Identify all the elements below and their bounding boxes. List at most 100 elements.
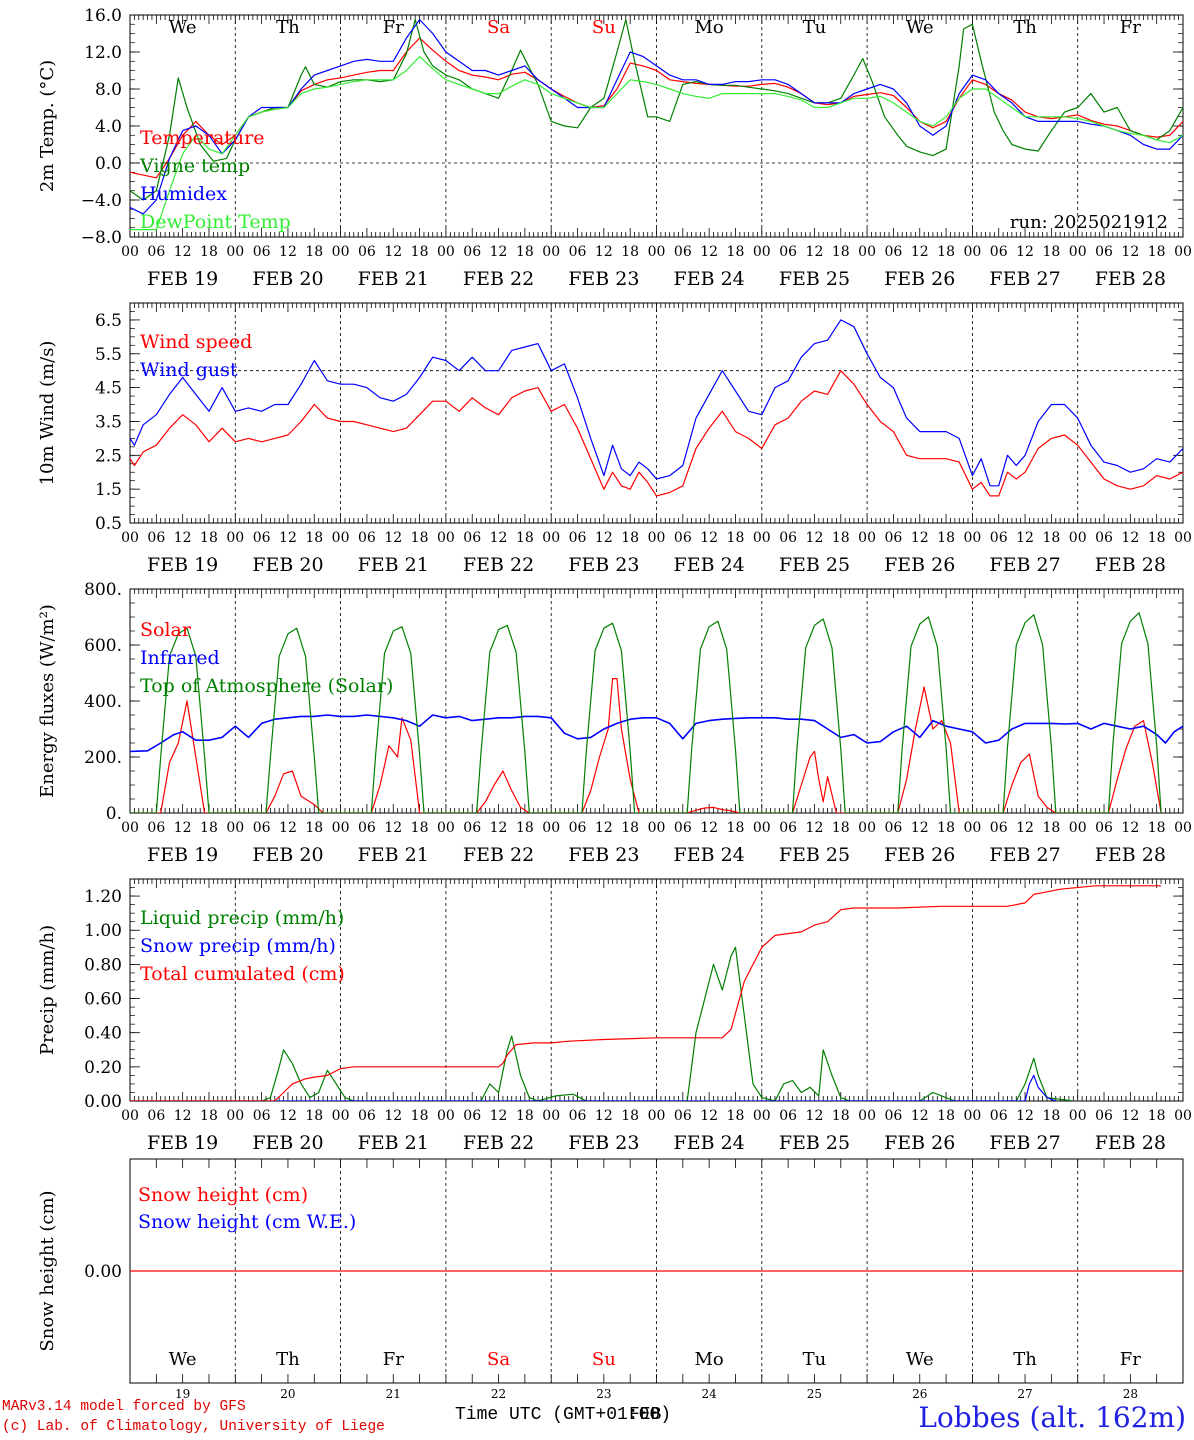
hour-tick-label: 06 (463, 530, 481, 546)
hour-tick-label: 18 (621, 530, 639, 546)
hour-tick-label: 00 (226, 244, 244, 260)
hour-tick-label: 06 (1095, 530, 1113, 546)
y-tick-label: 0.0 (95, 154, 122, 174)
hour-tick-label: 12 (806, 244, 824, 260)
hour-tick-label: 06 (779, 530, 797, 546)
panel-5: 0.00 Snow height (cm) Snow height (cm) Snow… (37, 1158, 1184, 1401)
hour-tick-label: 12 (490, 530, 508, 546)
y-tick-label: −4.0 (81, 191, 122, 211)
hour-tick-label: 06 (463, 244, 481, 260)
hour-tick-label: 00 (753, 530, 771, 546)
hour-tick-label: 06 (253, 820, 271, 836)
date-label: FEB 20 (252, 554, 323, 576)
hour-tick-label: 12 (911, 1108, 929, 1124)
hour-tick-label: 12 (806, 1108, 824, 1124)
series-line-vigne-temp (130, 19, 1183, 201)
y-tick-label: 600. (84, 636, 122, 656)
date-label: FEB 24 (674, 268, 745, 290)
y-tick-label: 0.80 (84, 955, 122, 975)
date-label: FEB 25 (779, 554, 850, 576)
hour-tick-label: 06 (358, 244, 376, 260)
hour-tick-label: 18 (200, 530, 218, 546)
day-abbr-label: Th (1013, 1349, 1037, 1370)
hour-tick-label: 06 (463, 820, 481, 836)
hour-tick-label: 12 (174, 244, 192, 260)
series-line-total-cumulated-cm- (130, 885, 1162, 1101)
hour-tick-label: 00 (753, 244, 771, 260)
hour-tick-label: 00 (332, 530, 350, 546)
hour-tick-label: 06 (990, 1108, 1008, 1124)
y-tick-label: 5.5 (95, 345, 122, 365)
hour-tick-label: 00 (121, 820, 139, 836)
hour-tick-label: 12 (1016, 244, 1034, 260)
hour-tick-label: 06 (569, 530, 587, 546)
hour-tick-label: 00 (226, 820, 244, 836)
day-abbr-label: Fr (1120, 17, 1141, 38)
legend-entry: Snow height (cm W.E.) (138, 1211, 356, 1233)
hour-tick-label: 00 (226, 1108, 244, 1124)
hour-tick-label: 12 (174, 820, 192, 836)
date-label: FEB 28 (1095, 844, 1166, 866)
date-label: FEB 23 (568, 554, 639, 576)
panel-1: −8.0 −4.0 0.0 4.0 8.0 12.0 16.0 2m Temp. (°C) Te… (37, 6, 1192, 290)
day-number-label: 21 (386, 1387, 401, 1401)
hour-tick-label: 06 (779, 820, 797, 836)
hour-tick-label: 12 (1121, 1108, 1139, 1124)
day-abbr-label: Su (592, 1349, 616, 1370)
day-number-label: 23 (596, 1387, 611, 1401)
xaxis-overlay: FEB (629, 1405, 662, 1425)
hour-tick-label: 18 (411, 1108, 429, 1124)
hour-tick-label: 00 (648, 820, 666, 836)
legend-entry: Infrared (140, 647, 220, 669)
date-label: FEB 20 (252, 1132, 323, 1154)
hour-tick-label: 12 (595, 820, 613, 836)
hour-tick-label: 00 (437, 244, 455, 260)
hour-tick-label: 00 (963, 244, 981, 260)
day-number-label: 27 (1017, 1387, 1032, 1401)
hour-tick-label: 06 (569, 1108, 587, 1124)
date-label: FEB 21 (358, 1132, 429, 1154)
hour-tick-label: 18 (1148, 820, 1166, 836)
date-label: FEB 27 (989, 268, 1060, 290)
hour-tick-label: 12 (279, 530, 297, 546)
date-label: FEB 27 (989, 844, 1060, 866)
hour-tick-label: 00 (437, 530, 455, 546)
date-label: FEB 28 (1095, 1132, 1166, 1154)
day-abbr-label: Tu (803, 1349, 827, 1370)
day-abbr-label: Sa (487, 1349, 510, 1370)
date-label: FEB 21 (358, 554, 429, 576)
hour-tick-label: 12 (1121, 244, 1139, 260)
hour-tick-label: 12 (174, 1108, 192, 1124)
hour-tick-label: 06 (990, 820, 1008, 836)
y-tick-label: 0.5 (95, 514, 122, 534)
hour-tick-label: 00 (648, 530, 666, 546)
date-label: FEB 28 (1095, 554, 1166, 576)
y-tick-label: 1.5 (95, 480, 122, 500)
hour-tick-label: 12 (595, 244, 613, 260)
hour-tick-label: 00 (1069, 530, 1087, 546)
hour-tick-label: 12 (1016, 820, 1034, 836)
hour-tick-label: 06 (358, 820, 376, 836)
hour-tick-label: 06 (147, 820, 165, 836)
hour-tick-label: 00 (1069, 244, 1087, 260)
hour-tick-label: 06 (253, 1108, 271, 1124)
y-tick-label: 0.00 (84, 1262, 122, 1282)
y-tick-label: −8.0 (81, 228, 122, 248)
y-axis-label: Energy fluxes (W/m²) (37, 604, 58, 798)
hour-tick-label: 12 (911, 530, 929, 546)
legend-entry: Wind speed (140, 331, 252, 353)
series-line-top-of-atmosphere-solar- (130, 612, 1162, 813)
hour-tick-label: 18 (305, 530, 323, 546)
hour-tick-label: 18 (305, 244, 323, 260)
legend-entry: Total cumulated (cm) (140, 963, 345, 985)
date-label: FEB 27 (989, 554, 1060, 576)
hour-tick-label: 18 (411, 820, 429, 836)
date-label: FEB 19 (147, 844, 218, 866)
run-label: run: 2025021912 (1010, 212, 1168, 233)
y-tick-label: 8.0 (95, 80, 122, 100)
hour-tick-label: 18 (1042, 820, 1060, 836)
day-number-label: 22 (491, 1387, 506, 1401)
legend-entry: Snow precip (mm/h) (140, 935, 336, 957)
date-label: FEB 26 (884, 268, 955, 290)
